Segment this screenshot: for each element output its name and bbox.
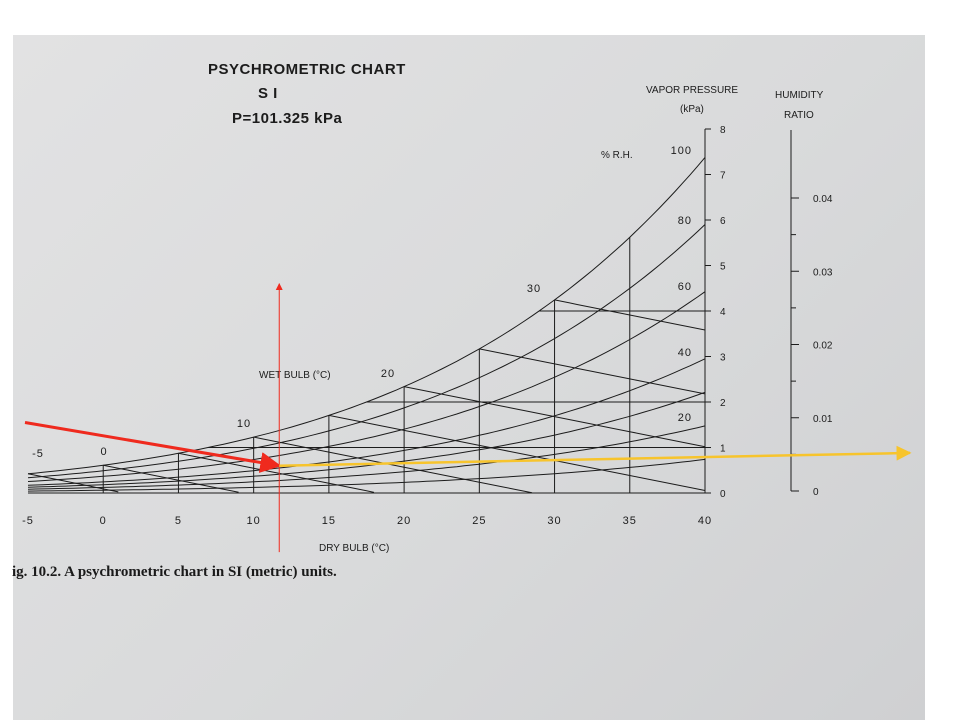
humidity-ratio-tick-label: 0.04 (813, 194, 833, 205)
rh-curve-minor (27, 391, 706, 488)
rh-curve-60 (27, 291, 706, 482)
pressure-label: P=101.325 kPa (232, 110, 343, 127)
rh-value-label: 100 (671, 145, 692, 157)
wet-bulb-value-label: 0 (100, 446, 107, 458)
rh-curve-100 (27, 157, 706, 475)
vapor-pressure-label-line2: (kPa) (680, 104, 704, 115)
wet-bulb-line (554, 299, 706, 331)
chart-title: PSYCHROMETRIC CHART (208, 61, 406, 78)
x-tick-label: 30 (547, 515, 561, 527)
rh-curve-20 (27, 425, 706, 490)
x-tick-label: 5 (175, 515, 182, 527)
rh-value-label: 80 (678, 215, 692, 227)
x-tick-label: 35 (623, 515, 637, 527)
humidity-ratio-label-line2: RATIO (784, 110, 814, 121)
rh-curve-minor (27, 458, 706, 492)
wet-bulb-line (404, 386, 706, 448)
wet-bulb-line (103, 464, 239, 493)
x-tick-label: 40 (698, 515, 712, 527)
vapor-pressure-tick-label: 5 (720, 262, 726, 273)
humidity-ratio-tick-label: 0.01 (813, 414, 833, 425)
x-tick-label: 0 (100, 515, 107, 527)
x-tick-label: 20 (397, 515, 411, 527)
red-arrow-diagonal (24, 420, 282, 473)
vapor-pressure-tick-label: 7 (720, 171, 726, 182)
humidity-ratio-tick-label: 0.02 (813, 341, 833, 352)
wet-bulb-label: WET BULB (°C) (259, 370, 331, 381)
wet-bulb-value-label: 20 (381, 368, 395, 380)
chart-subtitle: S I (258, 85, 278, 102)
x-tick-label: 10 (247, 515, 261, 527)
rh-value-label: 20 (678, 412, 692, 424)
rh-curve-40 (27, 358, 706, 486)
wet-bulb-line (253, 436, 533, 494)
rh-label: % R.H. (601, 150, 633, 161)
x-tick-label: 25 (472, 515, 486, 527)
vapor-pressure-tick-label: 4 (720, 307, 726, 318)
chart-photo-background (13, 35, 925, 720)
yellow-arrow-horizontal (279, 445, 912, 467)
wet-bulb-value-label: 30 (527, 283, 541, 295)
vapor-pressure-tick-label: 2 (720, 398, 726, 409)
humidity-ratio-tick-label: 0.03 (813, 267, 833, 278)
rh-value-label: 60 (678, 281, 692, 293)
humidity-ratio-label-line1: HUMIDITY (775, 90, 824, 101)
figure-caption: ig. 10.2. A psychrometric chart in SI (m… (12, 564, 337, 580)
vapor-pressure-tick-label: 8 (720, 125, 726, 136)
wet-bulb-value-label: 10 (237, 418, 251, 430)
vapor-pressure-tick-label: 6 (720, 216, 726, 227)
vapor-pressure-tick-label: 3 (720, 353, 726, 364)
x-tick-label: 15 (322, 515, 336, 527)
humidity-ratio-tick-label: 0 (813, 487, 819, 498)
wet-bulb-line (479, 348, 706, 395)
x-tick-label: -5 (22, 515, 34, 527)
rh-curve-80 (27, 224, 706, 479)
vapor-pressure-tick-label: 0 (720, 489, 726, 500)
x-axis-label: DRY BULB (°C) (319, 543, 389, 554)
wet-bulb-line (328, 414, 706, 491)
vapor-pressure-tick-label: 1 (720, 444, 726, 455)
wet-bulb-line (27, 473, 119, 493)
vapor-pressure-label-line1: VAPOR PRESSURE (646, 85, 738, 96)
rh-value-label: 40 (678, 347, 692, 359)
wet-bulb-value-label: -5 (32, 448, 44, 460)
